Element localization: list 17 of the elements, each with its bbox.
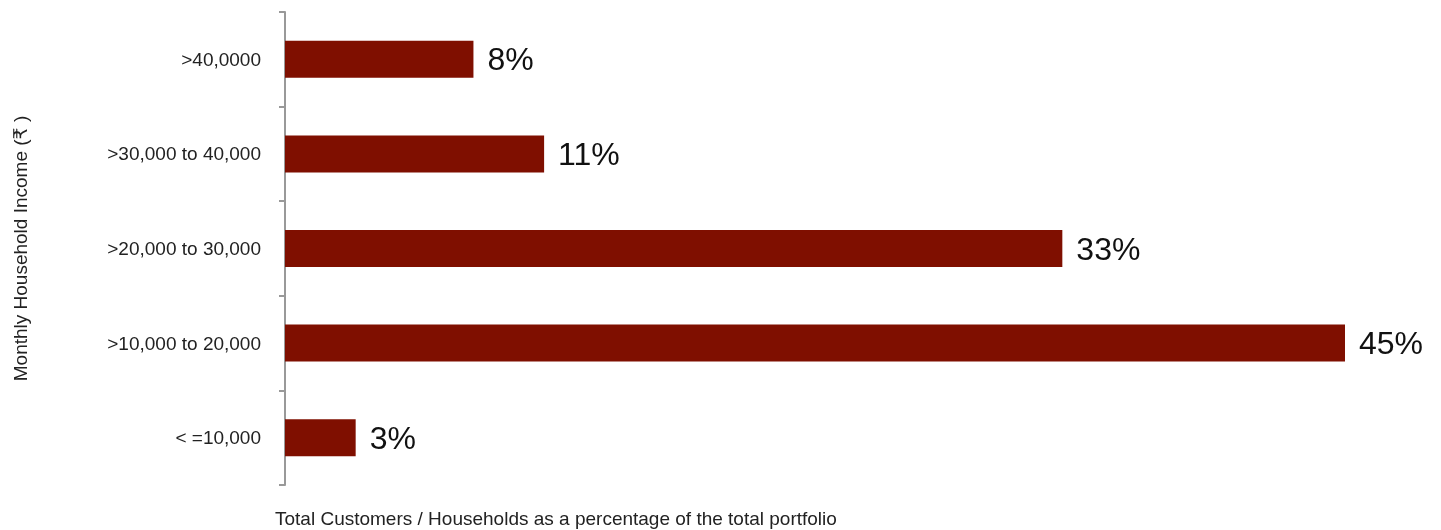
bar <box>285 324 1345 362</box>
data-label: 45% <box>1359 325 1424 362</box>
x-axis-title: Total Customers / Households as a percentage of the total portfolio <box>275 508 837 529</box>
data-label: 8% <box>487 41 534 78</box>
bar <box>285 419 356 457</box>
data-label: 3% <box>369 419 416 456</box>
y-tick-label: >30,000 to 40,000 <box>107 143 261 165</box>
y-tick-label: >40,0000 <box>181 48 261 70</box>
data-label: 33% <box>1076 230 1141 267</box>
bar <box>285 135 545 173</box>
y-axis-title: Monthly Household Income (₹ ) <box>10 115 31 382</box>
bar <box>285 230 1063 267</box>
y-tick-label: >10,000 to 20,000 <box>107 332 261 354</box>
y-tick-label: < =10,000 <box>175 427 261 449</box>
data-label: 11% <box>558 135 620 172</box>
y-tick-label: >20,000 to 30,000 <box>107 238 261 259</box>
bar <box>285 40 474 78</box>
